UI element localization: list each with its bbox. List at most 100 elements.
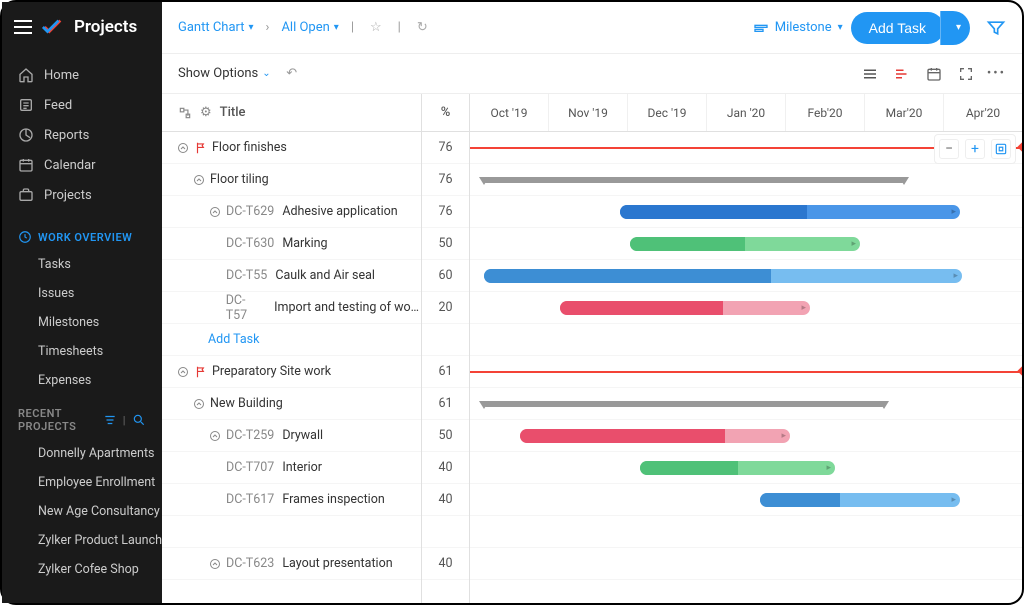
chevron-down-icon: ▾ [838, 22, 843, 33]
recent-project-item[interactable]: Zylker Product Launch [2, 526, 162, 555]
recent-projects-header[interactable]: RECENT PROJECTS | [2, 395, 162, 439]
milestone-dropdown[interactable]: Milestone ▾ [753, 20, 843, 36]
task-bar[interactable]: ▸ [620, 205, 960, 219]
nav-label: Home [44, 68, 79, 83]
task-bar-progress [760, 493, 840, 507]
collapse-icon[interactable] [208, 429, 222, 443]
view-selector[interactable]: Gantt Chart ▾ [178, 20, 254, 35]
chevron-down-icon: ⌄ [262, 68, 270, 79]
collapse-icon[interactable] [176, 365, 190, 379]
collapse-icon[interactable] [192, 397, 206, 411]
task-code: DC-T629 [226, 204, 274, 219]
filter-icon[interactable] [986, 18, 1006, 38]
nav-calendar[interactable]: Calendar [2, 150, 162, 180]
add-task-split-button[interactable]: ▾ [940, 11, 970, 45]
task-row[interactable]: DC-T629Adhesive application [162, 196, 421, 228]
collapse-icon[interactable] [208, 557, 222, 571]
collapse-icon[interactable] [192, 173, 206, 187]
zoom-in-button[interactable]: + [965, 139, 985, 159]
gantt-chart: ⚙ Title Floor finishesFloor tilingDC-T62… [162, 94, 1022, 603]
task-row[interactable]: DC-T55Caulk and Air seal [162, 260, 421, 292]
work-item[interactable]: Timesheets [2, 337, 162, 366]
summary-bar[interactable] [484, 177, 904, 183]
collapse-icon[interactable] [176, 141, 190, 155]
task-row[interactable]: DC-T623Layout presentation [162, 548, 421, 580]
chart-row [470, 548, 1022, 580]
app-title: Projects [74, 17, 137, 37]
summary-bar[interactable] [484, 401, 884, 407]
task-row[interactable]: New Building [162, 388, 421, 420]
task-row[interactable]: DC-T630Marking [162, 228, 421, 260]
calendar-icon[interactable] [923, 63, 945, 85]
work-overview-header[interactable]: WORK OVERVIEW [2, 218, 162, 250]
hierarchy-icon[interactable] [178, 106, 192, 120]
pct-cell: 76 [422, 196, 469, 228]
work-item[interactable]: Expenses [2, 366, 162, 395]
milestone-diamond [1017, 141, 1022, 152]
task-row[interactable]: DC-T707Interior [162, 452, 421, 484]
milestone-bar[interactable] [470, 371, 1022, 373]
search-icon[interactable] [132, 413, 146, 427]
task-bar[interactable]: ▸ [630, 237, 860, 251]
recent-project-item[interactable]: Donnelly Apartments [2, 439, 162, 468]
filter-selector[interactable]: All Open ▾ [281, 20, 338, 35]
zoom-fit-button[interactable] [991, 139, 1011, 159]
recent-project-item[interactable]: Employee Enrollment [2, 468, 162, 497]
topbar: Gantt Chart ▾ › All Open ▾ | ☆ | ↻ Miles… [162, 2, 1022, 54]
reports-icon [18, 127, 34, 143]
nav-label: Projects [44, 188, 92, 203]
title-column-header: Title [220, 105, 246, 120]
chart-row: ▸ [470, 420, 1022, 452]
task-row[interactable]: DC-T57Import and testing of woo.. [162, 292, 421, 324]
fullscreen-icon[interactable] [955, 63, 977, 85]
view-mode-1-icon[interactable] [859, 63, 881, 85]
recent-project-item[interactable]: Zylker Cofee Shop [2, 555, 162, 584]
month-header: Jan '20 [707, 94, 786, 131]
view-mode-2-icon[interactable] [891, 63, 913, 85]
pct-cell: 40 [422, 452, 469, 484]
title-column-settings-icon[interactable]: ⚙ [200, 105, 212, 120]
task-title: Drywall [282, 428, 323, 443]
refresh-icon[interactable]: ↻ [417, 20, 428, 35]
star-icon[interactable]: ☆ [370, 20, 382, 35]
task-bar[interactable]: ▸ [484, 269, 962, 283]
task-bar[interactable]: ▸ [760, 493, 960, 507]
undo-icon[interactable]: ↶ [281, 63, 303, 85]
collapse-icon[interactable] [208, 205, 222, 219]
chart-row: ▸ [470, 484, 1022, 516]
sidebar: Projects Home FeedReportsCalendar Projects… [2, 2, 162, 603]
work-item[interactable]: Issues [2, 279, 162, 308]
options-bar: Show Options ⌄ ↶ ••• [162, 54, 1022, 94]
hamburger-icon[interactable] [14, 20, 32, 34]
task-row[interactable]: Floor finishes [162, 132, 421, 164]
add-task-link[interactable]: Add Task [208, 332, 259, 347]
recent-project-item[interactable]: New Age Consultancy [2, 497, 162, 526]
task-bar[interactable]: ▸ [560, 301, 810, 315]
work-item[interactable]: Milestones [2, 308, 162, 337]
zoom-out-button[interactable]: − [939, 139, 959, 159]
chart-row [470, 356, 1022, 388]
show-options-dropdown[interactable]: Show Options ⌄ [178, 66, 271, 81]
gantt-timeline[interactable]: Oct '19Nov '19Dec '19Jan '20Feb'20Mar'20… [470, 94, 1022, 603]
task-row[interactable]: DC-T259Drywall [162, 420, 421, 452]
task-bar[interactable]: ▸ [640, 461, 835, 475]
nav-reports[interactable]: Reports [2, 120, 162, 150]
settings-icon[interactable] [103, 413, 117, 427]
add-task-button[interactable]: Add Task [851, 12, 944, 44]
task-bar[interactable]: ▸ [520, 429, 790, 443]
chart-row: ▸ [470, 228, 1022, 260]
task-row[interactable]: DC-T617Frames inspection [162, 484, 421, 516]
chart-row [470, 324, 1022, 356]
chart-row: ▸ [470, 292, 1022, 324]
more-icon[interactable]: ••• [987, 66, 1006, 81]
task-code: DC-T55 [226, 268, 267, 283]
nav-feed[interactable]: Feed [2, 90, 162, 120]
nav-projects[interactable]: Projects [2, 180, 162, 210]
chevron-down-icon: ▾ [334, 22, 339, 33]
task-row[interactable]: Preparatory Site work [162, 356, 421, 388]
nav-home[interactable]: Home [2, 60, 162, 90]
milestone-icon [753, 20, 769, 36]
work-item[interactable]: Tasks [2, 250, 162, 279]
task-row[interactable]: Floor tiling [162, 164, 421, 196]
task-row[interactable]: Add Task [162, 324, 421, 356]
